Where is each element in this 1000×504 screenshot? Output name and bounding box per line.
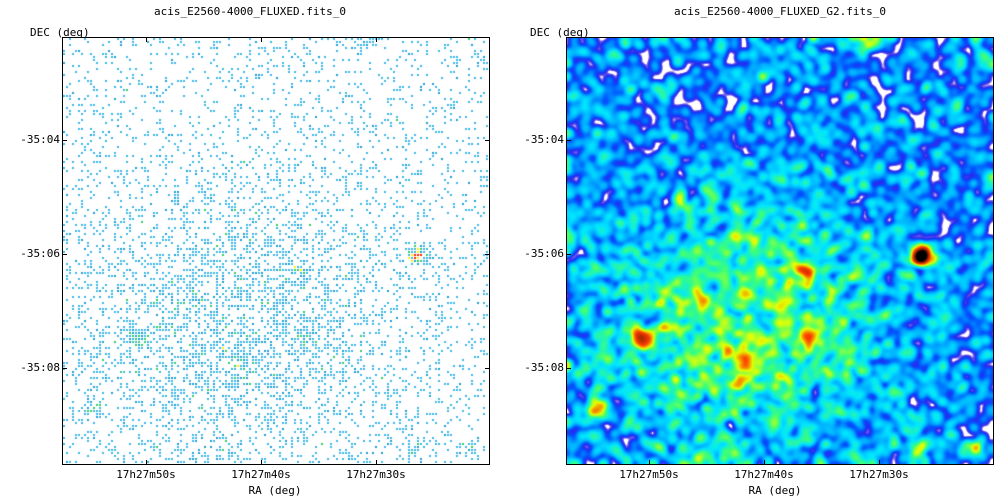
x-axis-label: RA (deg) <box>748 484 802 497</box>
smoothed-image-canvas[interactable] <box>567 38 993 464</box>
y-tick-mark <box>485 254 490 255</box>
image-panel-right: acis_E2560-4000_FLUXED_G2.fits_0 DEC (de… <box>500 0 1000 504</box>
image-plot-area[interactable] <box>62 37 490 465</box>
y-tick-mark <box>62 140 67 141</box>
y-tick-mark <box>566 368 571 369</box>
x-tick-mark <box>649 460 650 465</box>
y-tick-label: -35:06 <box>20 247 60 260</box>
chart-title: acis_E2560-4000_FLUXED_G2.fits_0 <box>674 5 886 18</box>
image-plot-area[interactable] <box>566 37 994 465</box>
x-tick-mark <box>376 460 377 465</box>
y-axis-label: DEC (deg) <box>30 26 90 39</box>
x-tick-label: 17h27m30s <box>346 468 406 481</box>
y-tick-label: -35:08 <box>20 361 60 374</box>
y-tick-label: -35:04 <box>524 133 564 146</box>
x-tick-mark <box>146 460 147 465</box>
y-tick-mark <box>566 254 571 255</box>
chart-title: acis_E2560-4000_FLUXED.fits_0 <box>153 5 347 18</box>
y-tick-label: -35:06 <box>524 247 564 260</box>
y-tick-mark <box>566 140 571 141</box>
y-tick-label: -35:04 <box>20 133 60 146</box>
y-tick-mark <box>485 140 490 141</box>
x-tick-mark <box>261 37 262 42</box>
y-tick-mark <box>485 368 490 369</box>
x-tick-mark <box>376 37 377 42</box>
x-tick-label: 17h27m50s <box>619 468 679 481</box>
y-tick-mark <box>62 368 67 369</box>
y-axis-label: DEC (deg) <box>530 26 590 39</box>
x-tick-mark <box>146 37 147 42</box>
x-tick-label: 17h27m40s <box>734 468 794 481</box>
y-tick-mark <box>62 254 67 255</box>
x-tick-mark <box>261 460 262 465</box>
fluxed-image-canvas[interactable] <box>63 38 489 464</box>
x-axis-label: RA (deg) <box>248 484 302 497</box>
x-tick-label: 17h27m40s <box>231 468 291 481</box>
x-tick-label: 17h27m30s <box>849 468 909 481</box>
y-tick-label: -35:08 <box>524 361 564 374</box>
x-tick-label: 17h27m50s <box>116 468 176 481</box>
x-tick-mark <box>764 460 765 465</box>
x-tick-mark <box>879 460 880 465</box>
image-panel-left: acis_E2560-4000_FLUXED.fits_0 DEC (deg) … <box>20 5 490 497</box>
